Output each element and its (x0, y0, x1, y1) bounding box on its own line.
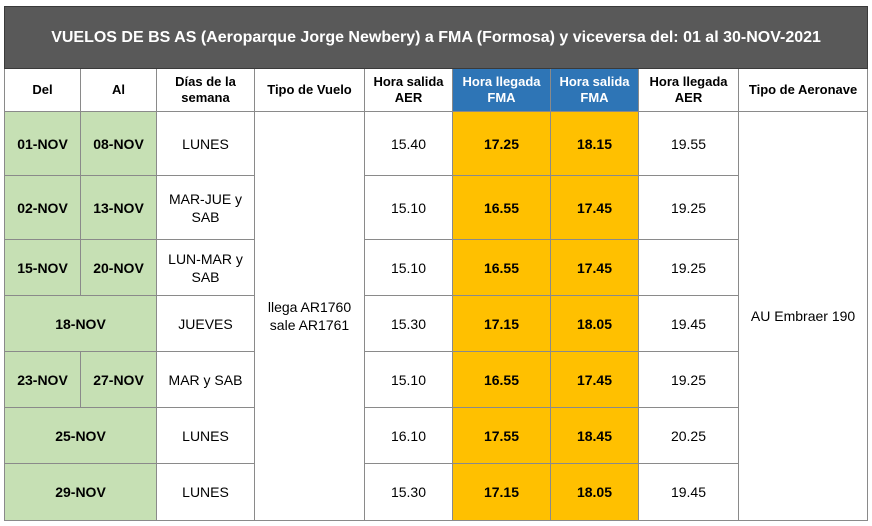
cell-dias: LUNES (156, 407, 255, 464)
cell-salida-aer: 15.40 (364, 111, 453, 176)
cell-llegada-fma: 17.55 (452, 407, 551, 464)
table-row: 02-NOV 13-NOV MAR-JUE y SAB 15.10 16.55 … (4, 175, 868, 240)
cell-dias: LUN-MAR y SAB (156, 239, 255, 296)
cell-llegada-fma: 16.55 (452, 351, 551, 408)
table-row: 01-NOV 08-NOV LUNES llega AR1760 sale AR… (4, 111, 869, 521)
cell-llegada-aer: 19.25 (638, 175, 739, 240)
table-row: 29-NOV LUNES 15.30 17.15 18.05 19.45 (4, 463, 868, 521)
header-del: Del (4, 68, 81, 112)
cell-llegada-aer: 19.55 (638, 111, 739, 176)
schedule-document: VUELOS DE BS AS (Aeroparque Jorge Newber… (3, 6, 869, 521)
header-dias: Días de la semana (156, 68, 255, 112)
cell-al: 13-NOV (80, 175, 157, 240)
cell-del: 23-NOV (4, 351, 81, 408)
tipo-vuelo-sale: sale AR1761 (269, 317, 350, 333)
cell-salida-aer: 15.10 (364, 239, 453, 296)
table-title: VUELOS DE BS AS (Aeroparque Jorge Newber… (3, 6, 869, 69)
cell-salida-aer: 15.30 (364, 463, 453, 521)
cell-salida-aer: 15.30 (364, 295, 453, 352)
header-salida-aer: Hora salida AER (364, 68, 453, 112)
cell-dias: LUNES (156, 463, 255, 521)
header-llegada-aer: Hora llegada AER (638, 68, 739, 112)
cell-llegada-aer: 19.25 (638, 351, 739, 408)
tipo-vuelo-llega: llega AR1760 (267, 299, 352, 315)
cell-del: 01-NOV (4, 111, 81, 176)
cell-salida-aer: 15.10 (364, 175, 453, 240)
cell-llegada-fma: 17.25 (452, 111, 551, 176)
flight-schedule-table: VUELOS DE BS AS (Aeroparque Jorge Newber… (3, 6, 869, 521)
cell-dias: LUNES (156, 111, 255, 176)
cell-del: 29-NOV (4, 463, 157, 521)
cell-al: 27-NOV (80, 351, 157, 408)
cell-salida-fma: 18.05 (550, 295, 639, 352)
cell-al: 20-NOV (80, 239, 157, 296)
cell-salida-fma: 17.45 (550, 239, 639, 296)
cell-salida-fma: 18.05 (550, 463, 639, 521)
table-row: 18-NOV JUEVES 15.30 17.15 18.05 19.45 (4, 295, 868, 352)
cell-dias: MAR y SAB (156, 351, 255, 408)
cell-al: 08-NOV (80, 111, 157, 176)
header-salida-fma: Hora salida FMA (550, 68, 639, 112)
cell-salida-fma: 18.15 (550, 111, 639, 176)
cell-llegada-aer: 20.25 (638, 407, 739, 464)
cell-llegada-fma: 17.15 (452, 463, 551, 521)
cell-llegada-aer: 19.25 (638, 239, 739, 296)
cell-salida-aer: 16.10 (364, 407, 453, 464)
header-al: Al (80, 68, 157, 112)
cell-del: 15-NOV (4, 239, 81, 296)
table-row: 15-NOV 20-NOV LUN-MAR y SAB 15.10 16.55 … (4, 239, 868, 296)
header-tipo-vuelo: Tipo de Vuelo (254, 68, 365, 112)
cell-llegada-fma: 17.15 (452, 295, 551, 352)
cell-llegada-aer: 19.45 (638, 463, 739, 521)
cell-salida-fma: 17.45 (550, 175, 639, 240)
cell-salida-aer: 15.10 (364, 351, 453, 408)
table-row: 23-NOV 27-NOV MAR y SAB 15.10 16.55 17.4… (4, 351, 868, 408)
table-row: 25-NOV LUNES 16.10 17.55 18.45 20.25 (4, 407, 868, 464)
cell-del: 25-NOV (4, 407, 157, 464)
cell-llegada-fma: 16.55 (452, 239, 551, 296)
cell-del: 18-NOV (4, 295, 157, 352)
header-row: Del Al Días de la semana Tipo de Vuelo H… (4, 68, 869, 112)
cell-tipo-vuelo: llega AR1760 sale AR1761 (254, 111, 365, 521)
header-aeronave: Tipo de Aeronave (737, 68, 869, 112)
cell-del: 02-NOV (4, 175, 81, 240)
cell-salida-fma: 18.45 (550, 407, 639, 464)
cell-llegada-aer: 19.45 (638, 295, 739, 352)
cell-dias: JUEVES (156, 295, 255, 352)
cell-llegada-fma: 16.55 (452, 175, 551, 240)
header-llegada-fma: Hora llegada FMA (452, 68, 551, 112)
cell-salida-fma: 17.45 (550, 351, 639, 408)
cell-aeronave: AU Embraer 190 (737, 111, 869, 521)
cell-dias: MAR-JUE y SAB (156, 175, 255, 240)
